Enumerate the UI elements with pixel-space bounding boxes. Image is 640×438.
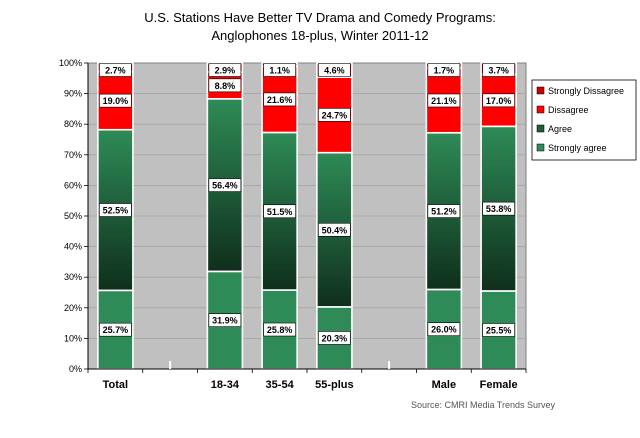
- axis-break-marker: [388, 361, 391, 369]
- data-label: 2.9%: [215, 66, 236, 76]
- data-label-box: [263, 204, 296, 219]
- y-tick-label: 70%: [64, 150, 82, 160]
- y-tick-label: 60%: [64, 180, 82, 190]
- data-label-box: [208, 78, 242, 93]
- data-label: 25.5%: [486, 325, 512, 335]
- data-label: 8.8%: [215, 81, 236, 91]
- y-tick-label: 30%: [64, 272, 82, 282]
- data-label: 51.2%: [431, 207, 457, 217]
- data-label-box: [482, 201, 515, 216]
- y-tick-label: 50%: [64, 211, 82, 221]
- data-label: 1.7%: [434, 66, 455, 76]
- y-tick-label: 40%: [64, 242, 82, 252]
- data-label: 2.7%: [105, 66, 126, 76]
- data-label: 50.4%: [322, 225, 348, 235]
- data-label-box: [99, 322, 132, 337]
- chart-title: U.S. Stations Have Better TV Drama and C…: [144, 10, 496, 25]
- axis-break-marker: [169, 361, 172, 369]
- data-label: 31.9%: [212, 316, 238, 326]
- data-label: 52.5%: [103, 206, 129, 216]
- data-label-box: [427, 322, 461, 337]
- data-label-box: [482, 63, 515, 77]
- x-tick-label: Total: [103, 379, 128, 391]
- source-note: Source: CMRI Media Trends Survey: [411, 400, 556, 410]
- legend-swatch: [536, 86, 545, 95]
- y-tick-label: 20%: [64, 303, 82, 313]
- data-label: 26.0%: [431, 325, 457, 335]
- data-label: 24.7%: [322, 110, 348, 120]
- x-tick-label: 35-54: [266, 379, 295, 391]
- data-label-box: [208, 63, 242, 77]
- data-label: 3.7%: [488, 66, 509, 76]
- data-label: 1.1%: [269, 66, 290, 76]
- x-tick-label: 55-plus: [315, 379, 354, 391]
- legend-box: [531, 79, 637, 161]
- data-label: 19.0%: [103, 96, 129, 106]
- data-label: 17.0%: [486, 96, 512, 106]
- legend-swatch: [536, 124, 545, 133]
- data-label-box: [318, 331, 351, 345]
- data-label-box: [318, 108, 351, 122]
- data-label: 25.7%: [103, 325, 129, 335]
- y-tick-label: 90%: [64, 89, 82, 99]
- data-label: 21.6%: [267, 95, 293, 105]
- chart-subtitle: Anglophones 18-plus, Winter 2011-12: [211, 28, 428, 43]
- data-label-box: [427, 204, 461, 218]
- data-label-box: [482, 93, 515, 108]
- data-label-box: [99, 63, 132, 77]
- y-tick-label: 10%: [64, 333, 82, 343]
- x-tick-label: 18-34: [211, 379, 240, 391]
- bars: 25.7% 52.5% 19.0% 2.7% 31.9% 56.4% 8.8% 2.9% 25.…: [97, 62, 517, 370]
- x-tick-label: Female: [480, 379, 518, 391]
- data-label: 53.8%: [486, 204, 512, 214]
- data-label-box: [99, 203, 132, 217]
- data-label-box: [427, 93, 461, 108]
- legend-swatch: [536, 143, 545, 152]
- data-label-box: [482, 323, 515, 337]
- data-label-box: [99, 93, 132, 108]
- legend-label: Strongly Dissagree: [548, 86, 624, 96]
- y-tick-label: 0%: [69, 364, 82, 374]
- data-label-box: [208, 178, 242, 192]
- data-label: 20.3%: [322, 333, 348, 343]
- y-tick-label: 80%: [64, 119, 82, 129]
- y-tick-label: 100%: [59, 58, 82, 68]
- legend-label: Strongly agree: [548, 143, 607, 153]
- data-label: 51.5%: [267, 207, 293, 217]
- legend-swatch: [536, 105, 545, 114]
- legend-label: Dissagree: [548, 105, 589, 115]
- data-label-box: [318, 63, 351, 77]
- data-label: 21.1%: [431, 96, 457, 106]
- data-label-box: [318, 222, 351, 237]
- x-tick-label: Male: [432, 379, 456, 391]
- data-label-box: [263, 63, 296, 77]
- data-label: 25.8%: [267, 325, 293, 335]
- y-axis: 0% 10% 20% 30% 40% 50% 60% 70% 80% 90% 100%: [59, 58, 89, 374]
- data-label-box: [208, 313, 242, 327]
- data-label-box: [263, 322, 296, 337]
- data-label-box: [263, 92, 296, 107]
- data-label: 4.6%: [324, 66, 345, 76]
- data-label: 56.4%: [212, 181, 238, 191]
- x-axis: Total 18-34 35-54 55-plus Male Female: [87, 361, 527, 391]
- legend: Strongly Dissagree Dissagree Agree Strongly…: [531, 79, 637, 161]
- legend-label: Agree: [548, 124, 572, 134]
- data-label-box: [427, 63, 461, 77]
